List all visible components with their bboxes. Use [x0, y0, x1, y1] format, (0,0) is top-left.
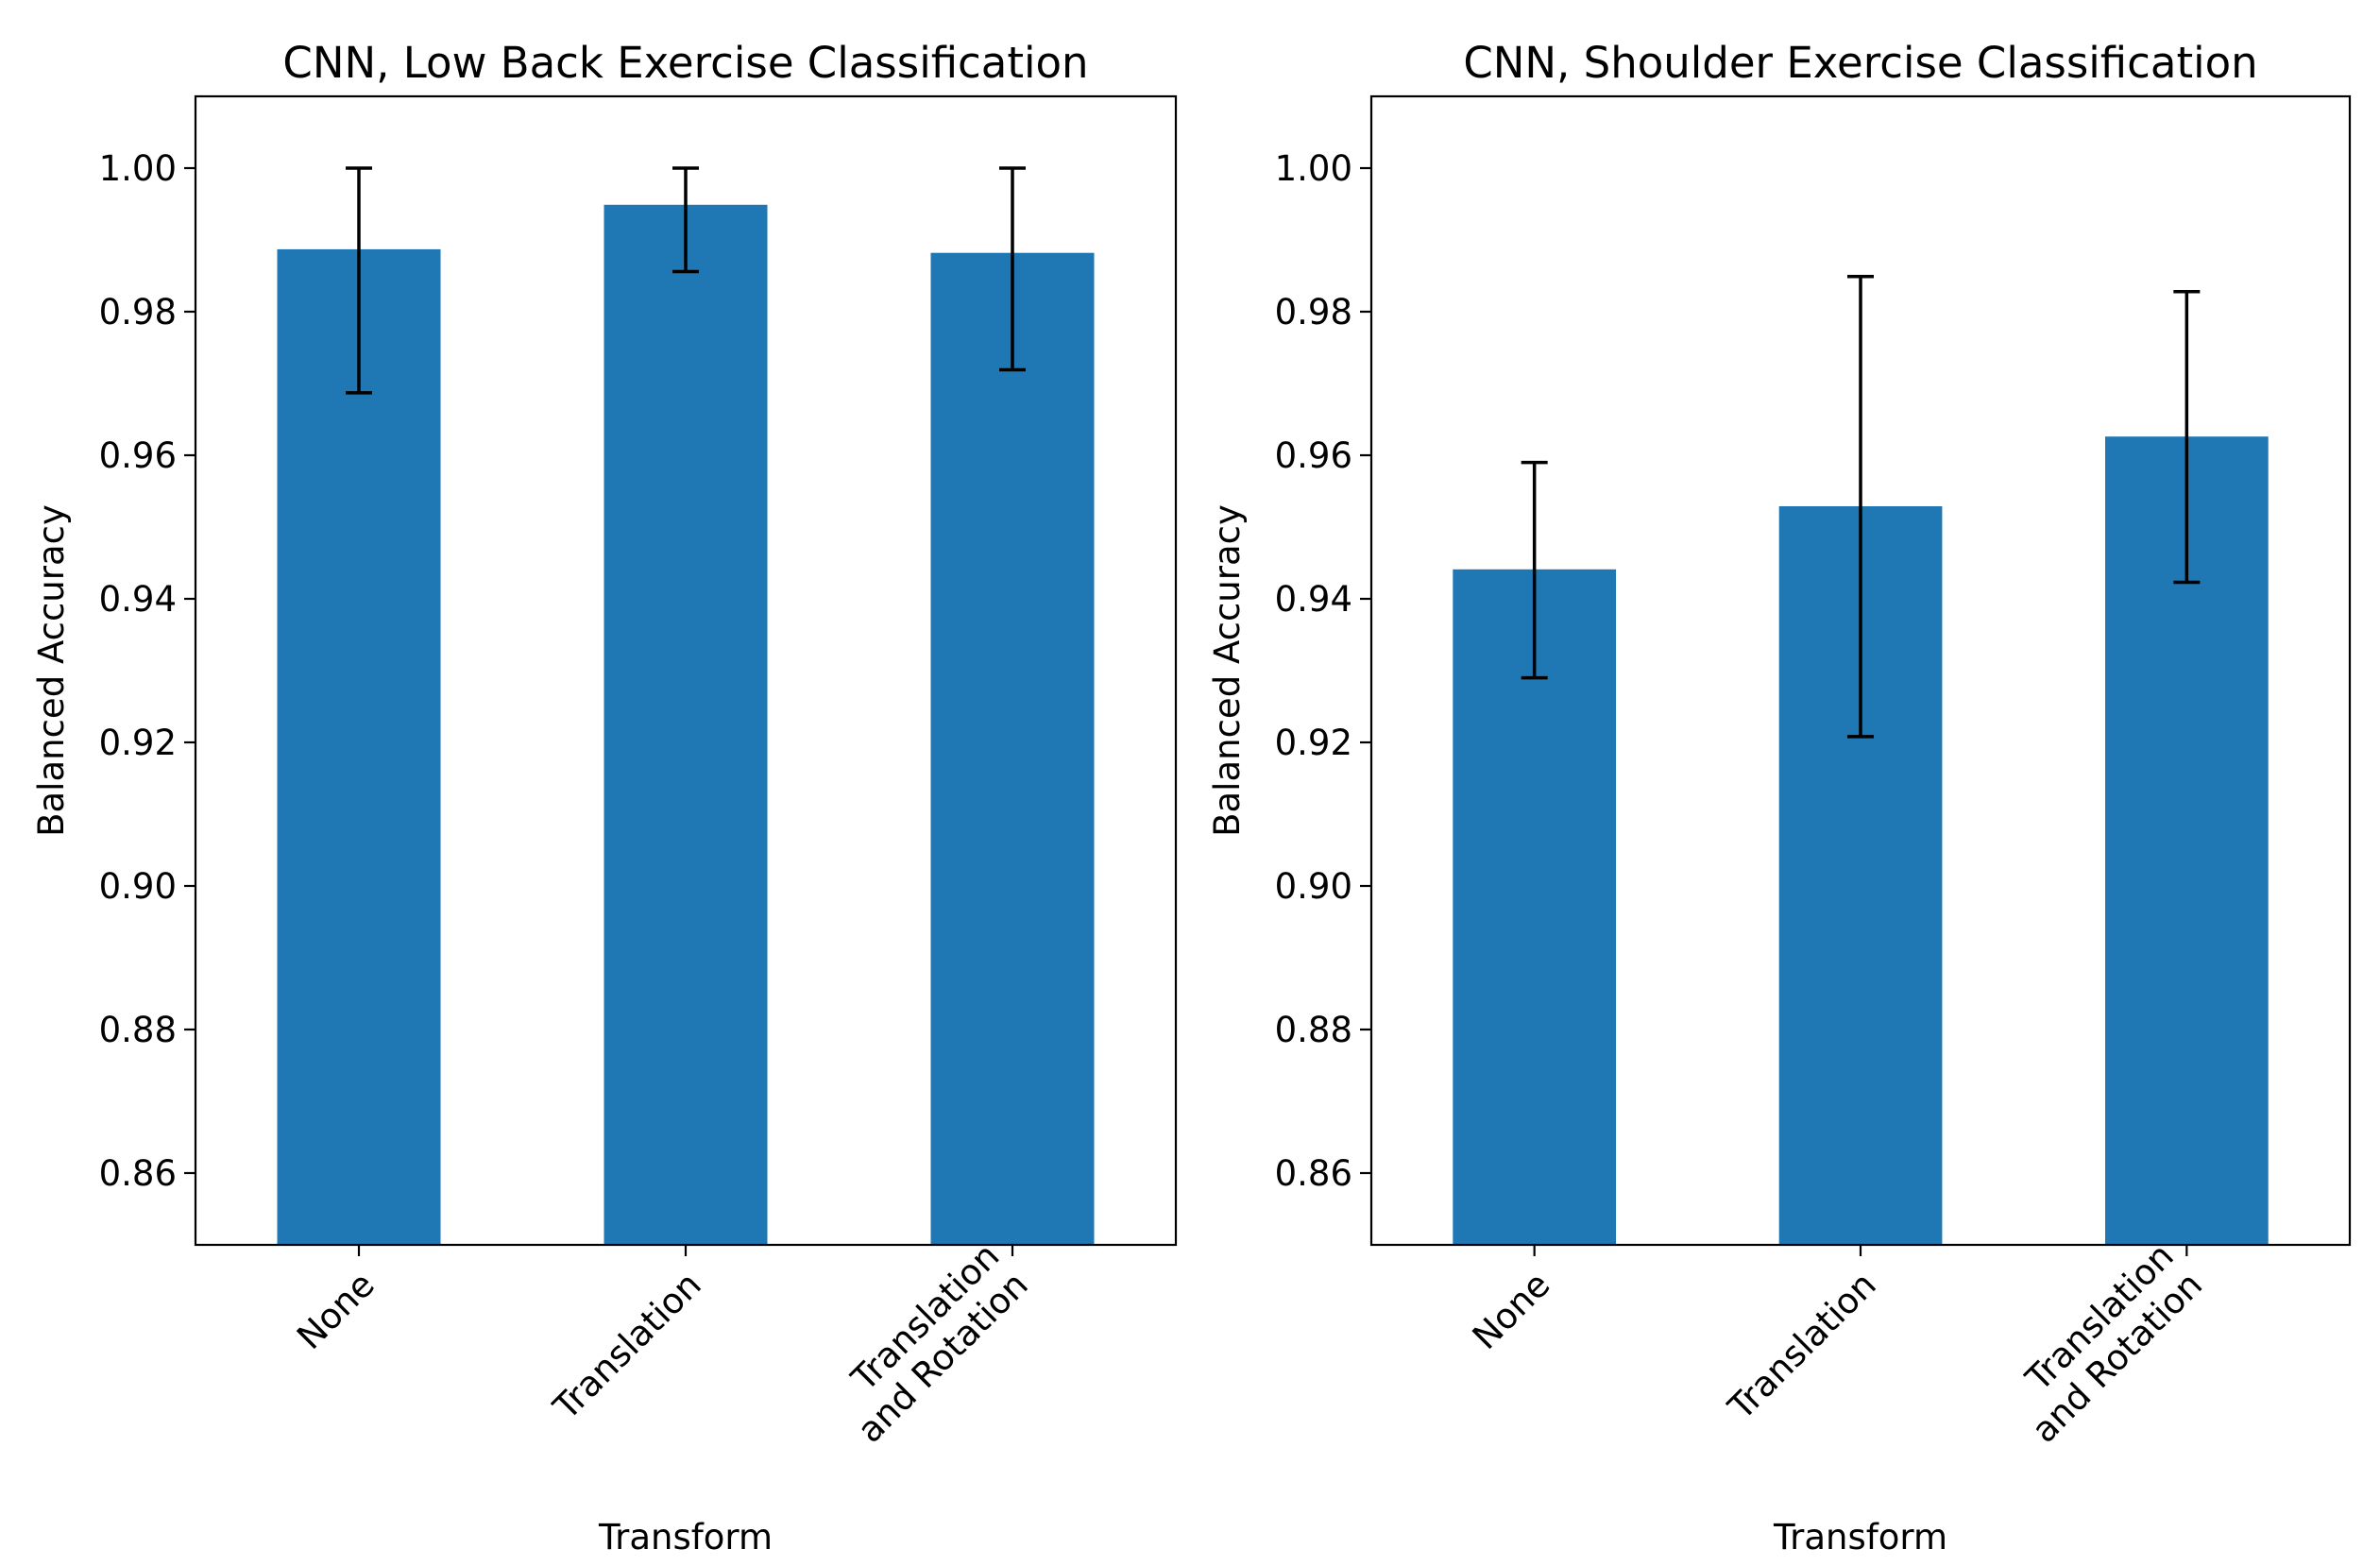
bar-1	[277, 248, 441, 1245]
x-tick-label-line: Translation	[545, 1264, 709, 1428]
chart-panel-2: 0.86 0.88 0.90 0.92 0.94 0.96 0.98 1.00 None Tran…	[1207, 38, 2352, 1557]
chart-title: CNN, Shoulder Exercise Classification	[1463, 38, 2257, 88]
error-bar-2	[672, 166, 699, 274]
y-tick-label: 0.86	[99, 1153, 177, 1194]
y-tick-label: 1.00	[1275, 148, 1352, 189]
y-tick-label: 0.94	[99, 579, 177, 620]
error-bar-1	[346, 166, 372, 395]
x-tick-label-line: None	[289, 1264, 382, 1357]
bar-2	[604, 204, 768, 1245]
bar-1	[1453, 569, 1616, 1245]
chart-panel-1: 0.86 0.88 0.90 0.92 0.94 0.96 0.98 1.00 None Tran…	[31, 38, 1178, 1557]
error-bar-3	[2173, 289, 2201, 585]
y-tick-label: 0.96	[99, 435, 177, 476]
y-tick-label: 0.98	[99, 292, 177, 332]
x-axis-label: Transform	[1773, 1517, 1947, 1557]
y-tick-label: 0.88	[99, 1010, 177, 1050]
error-bar-1	[1521, 460, 1548, 680]
x-tick-label: Translation	[1720, 1264, 1884, 1428]
y-axis-label: Balanced Accuracy	[31, 504, 72, 837]
chart-title: CNN, Low Back Exercise Classification	[282, 38, 1088, 88]
y-tick-label: 0.98	[1275, 292, 1352, 332]
x-tick-label: None	[1465, 1264, 1558, 1357]
x-tick-label-line: Translation	[1720, 1264, 1884, 1428]
y-tick-label: 0.90	[1275, 866, 1352, 907]
x-tick-label: None	[289, 1264, 382, 1357]
y-tick-label: 0.92	[1275, 723, 1352, 763]
y-tick-label: 0.92	[99, 723, 177, 763]
y-tick-label: 0.96	[1275, 435, 1352, 476]
y-tick-label: 1.00	[99, 148, 177, 189]
error-bar-3	[999, 166, 1026, 372]
y-tick-label: 0.86	[1275, 1153, 1352, 1194]
x-axis-label: Transform	[598, 1517, 773, 1557]
y-axis-label: Balanced Accuracy	[1207, 504, 1248, 837]
x-tick-label-line: None	[1465, 1264, 1558, 1357]
y-tick-label: 0.94	[1275, 579, 1352, 620]
bar-3	[930, 252, 1095, 1246]
error-bar-2	[1847, 275, 1874, 739]
y-tick-label: 0.90	[99, 866, 177, 907]
y-tick-label: 0.88	[1275, 1010, 1352, 1050]
x-tick-label: Translation	[545, 1264, 709, 1428]
